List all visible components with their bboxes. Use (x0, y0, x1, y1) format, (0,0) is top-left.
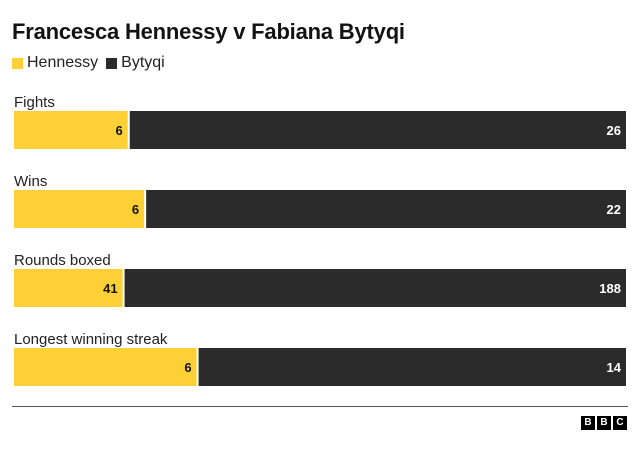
bar-hennessy-longest-winning-streak (14, 348, 198, 386)
value-label-bytyqi-rounds-boxed: 188 (599, 281, 621, 296)
value-label-hennessy-longest-winning-streak: 6 (184, 360, 191, 375)
value-label-bytyqi-fights: 26 (607, 123, 621, 138)
bar-hennessy-rounds-boxed (14, 269, 124, 307)
value-label-hennessy-wins: 6 (132, 202, 139, 217)
footer-divider (12, 406, 628, 407)
legend-swatch-hennessy (12, 57, 23, 69)
chart-legend: Hennessy Bytyqi (12, 53, 173, 73)
value-label-bytyqi-longest-winning-streak: 14 (607, 360, 622, 375)
bar-bytyqi-longest-winning-streak (197, 348, 626, 386)
bbc-logo-letter-b1: B (581, 416, 595, 430)
bar-separator-rounds-boxed (122, 269, 125, 307)
bar-separator-longest-winning-streak (196, 348, 199, 386)
bar-bytyqi-fights (128, 111, 626, 149)
stacked-bar-chart: Fights 6 26 Wins 6 22 Rounds boxed 41 188 Longest… (14, 94, 626, 386)
legend-label-bytyqi: Bytyqi (121, 54, 165, 71)
bar-bytyqi-wins (145, 190, 626, 228)
bar-hennessy-wins (14, 190, 146, 228)
bar-separator-wins (144, 190, 147, 228)
category-label-fights: Fights (14, 94, 55, 111)
bar-bytyqi-rounds-boxed (123, 269, 626, 307)
category-label-longest-winning-streak: Longest winning streak (14, 331, 168, 348)
category-label-rounds-boxed: Rounds boxed (14, 252, 111, 269)
value-label-hennessy-fights: 6 (116, 123, 123, 138)
chart-title: Francesca Hennessy v Fabiana Bytyqi (12, 19, 405, 44)
legend-item-hennessy: Hennessy (12, 54, 98, 72)
legend-label-hennessy: Hennessy (27, 54, 99, 71)
value-label-hennessy-rounds-boxed: 41 (103, 281, 117, 296)
bbc-logo-letter-b2: B (597, 416, 611, 430)
bar-hennessy-fights (14, 111, 129, 149)
bar-separator-fights (127, 111, 130, 149)
legend-item-bytyqi: Bytyqi (106, 54, 165, 72)
legend-swatch-bytyqi (106, 57, 118, 69)
value-label-bytyqi-wins: 22 (607, 202, 621, 217)
bbc-logo: B B C (581, 416, 627, 430)
bbc-logo-letter-c: C (613, 416, 627, 430)
category-label-wins: Wins (14, 173, 47, 190)
